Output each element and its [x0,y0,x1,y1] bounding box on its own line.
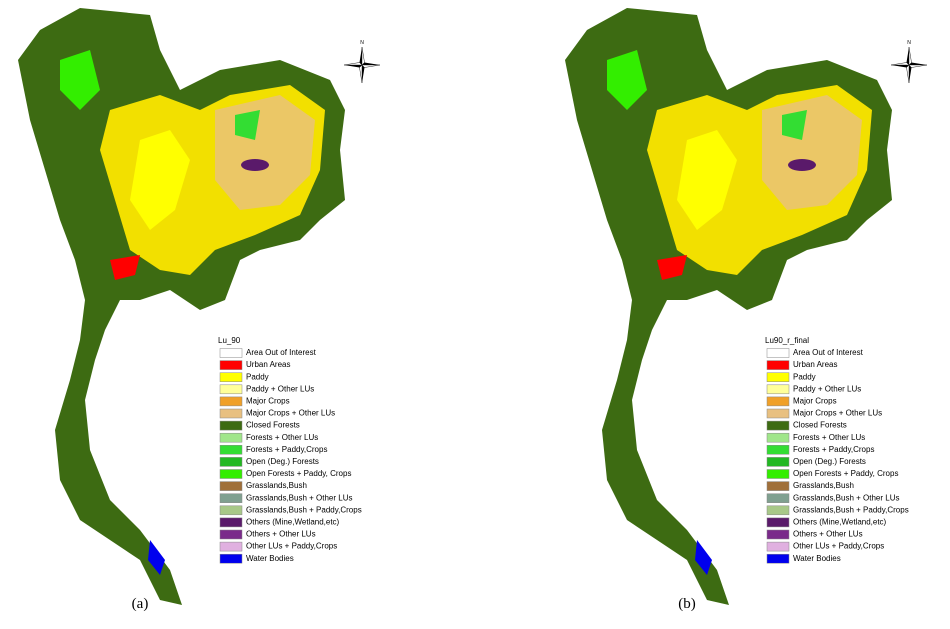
legend-swatch [767,445,789,454]
legend-swatch [767,482,789,491]
legend-label: Paddy [793,372,816,381]
legend-label: Grasslands,Bush + Other LUs [793,493,900,502]
legend-label: Paddy + Other LUs [793,384,861,393]
legend-label: Major Crops [246,397,290,406]
legend-swatch [767,506,789,515]
legend-label: Urban Areas [793,360,837,369]
legend-label: Paddy + Other LUs [246,384,314,393]
legend-swatch [767,494,789,503]
legend-label: Closed Forests [246,421,300,430]
legend-label: Paddy [246,372,269,381]
compass-rose [891,47,927,83]
legend-label: Open Forests + Paddy, Crops [246,469,351,478]
legend-swatch [220,397,242,406]
legend-box [216,335,416,575]
legend-label: Others + Other LUs [793,530,863,539]
legend-label: Grasslands,Bush + Other LUs [246,493,353,502]
legend-label: Grasslands,Bush + Paddy,Crops [793,505,909,514]
legend-swatch [220,482,242,491]
legend-swatch [767,409,789,418]
legend-label: Other LUs + Paddy,Crops [246,542,337,551]
legend-swatch [767,530,789,539]
legend-swatch [220,530,242,539]
legend-label: Open (Deg.) Forests [793,457,866,466]
legend-swatch [220,554,242,563]
legend-label: Grasslands,Bush + Paddy,Crops [246,505,362,514]
legend-label: Major Crops + Other LUs [793,409,882,418]
legend-label: Major Crops + Other LUs [246,409,335,418]
legend-swatch [767,397,789,406]
legend-swatch [767,457,789,466]
legend-label: Major Crops [793,397,837,406]
legend-title: Lu_90 [218,336,241,345]
caption: (b) [678,596,696,612]
legend-swatch [220,373,242,382]
legend-swatch [767,433,789,442]
legend-swatch [767,542,789,551]
legend-label: Closed Forests [793,421,847,430]
legend-swatch [767,373,789,382]
legend-label: Area Out of Interest [246,348,317,357]
legend-label: Others + Other LUs [246,530,316,539]
legend-box [763,335,950,575]
legend-swatch [220,409,242,418]
legend-swatch [220,445,242,454]
legend-swatch [220,494,242,503]
legend-swatch [220,349,242,358]
legend-label: Forests + Other LUs [793,433,865,442]
legend-swatch [220,506,242,515]
legend-label: Forests + Paddy,Crops [246,445,327,454]
compass-rose [344,47,380,83]
panel: N Lu_90 Area Out of Interest Urban Areas Pad… [18,8,416,612]
legend-label: Forests + Paddy,Crops [793,445,874,454]
legend-label: Grasslands,Bush [793,481,854,490]
compass-label: N [907,40,911,46]
legend-label: Water Bodies [793,554,841,563]
caption: (a) [132,596,149,612]
legend-swatch [767,470,789,479]
legend-label: Grasslands,Bush [246,481,307,490]
legend-swatch [220,433,242,442]
compass-label: N [360,40,364,46]
legend-label: Water Bodies [246,554,294,563]
legend-swatch [767,361,789,370]
legend-label: Open Forests + Paddy, Crops [793,469,898,478]
legend-swatch [767,385,789,394]
legend-label: Urban Areas [246,360,290,369]
legend-swatch [220,421,242,430]
legend-swatch [220,518,242,527]
legend-swatch [220,457,242,466]
legend-label: Others (Mine,Wetland,etc) [246,518,340,527]
legend-swatch [767,554,789,563]
legend-label: Open (Deg.) Forests [246,457,319,466]
legend-label: Others (Mine,Wetland,etc) [793,518,887,527]
legend-label: Forests + Other LUs [246,433,318,442]
legend-title: Lu90_r_final [765,336,809,345]
legend-label: Other LUs + Paddy,Crops [793,542,884,551]
legend-label: Area Out of Interest [793,348,864,357]
legend-swatch [220,385,242,394]
legend-swatch [767,518,789,527]
figure: N Lu_90 Area Out of Interest Urban Areas Pad… [0,0,950,629]
legend-swatch [767,421,789,430]
legend-swatch [220,361,242,370]
legend-swatch [220,542,242,551]
panel: N Lu90_r_final Area Out of Interest Urban A… [565,8,950,612]
legend-swatch [220,470,242,479]
legend-swatch [767,349,789,358]
